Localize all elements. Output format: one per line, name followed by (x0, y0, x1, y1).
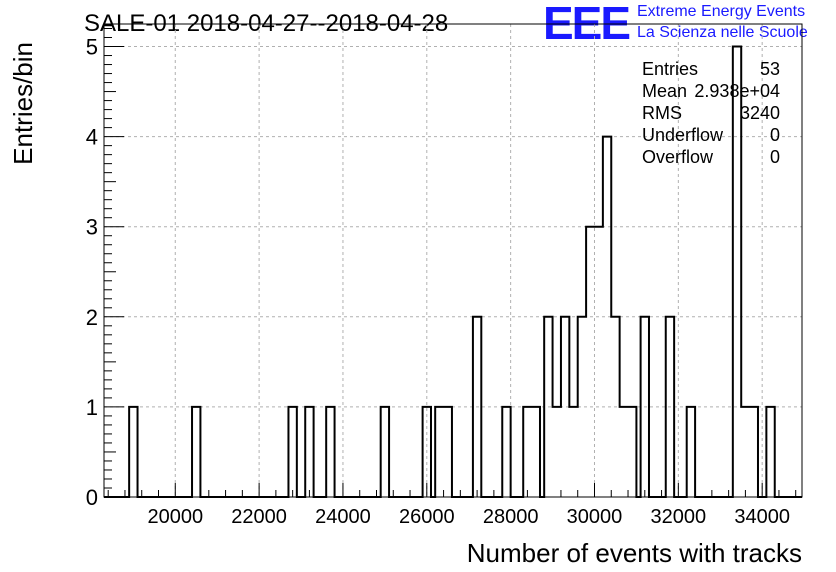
axes (103, 23, 803, 498)
histogram-bin (750, 407, 758, 497)
x-axis-label: Number of events with tracks (467, 538, 802, 568)
grid (104, 24, 802, 497)
stats-overflow: Overflow 0 (642, 147, 780, 169)
y-tick-label: 4 (86, 125, 98, 150)
stats-rms: RMS 3240 (642, 103, 780, 125)
histogram-bin (129, 407, 137, 497)
histogram-bin (326, 407, 334, 497)
stats-entries-label: Entries (642, 59, 699, 79)
histogram-bin (687, 407, 695, 497)
histogram-bin (569, 407, 577, 497)
eee-logo-mark: EEE (543, 0, 631, 49)
x-tick-label: 24000 (315, 506, 371, 528)
stats-overflow-value: 0 (769, 147, 780, 167)
stats-overflow-label: Overflow (642, 147, 714, 167)
histogram-bin (435, 407, 443, 497)
stats-underflow: Underflow 0 (642, 125, 780, 147)
y-tick-label: 0 (86, 485, 98, 510)
histogram-bin (594, 227, 602, 497)
x-tick-label: 26000 (399, 506, 455, 528)
histogram-bin (305, 407, 313, 497)
x-tick-label: 30000 (567, 506, 623, 528)
tick-labels: 20000 22000 24000 26000 28000 30000 32000 34000… (86, 35, 790, 528)
histogram-bin (553, 407, 561, 497)
histogram-bin (766, 407, 774, 497)
x-tick-label: 20000 (147, 506, 203, 528)
histogram-bin (381, 407, 389, 497)
x-tick-label: 22000 (231, 506, 287, 528)
y-tick-label: 2 (86, 305, 98, 330)
stats-entries: Entries 53 (642, 59, 780, 81)
histogram-bin (444, 407, 452, 497)
histogram-bin (620, 407, 628, 497)
stats-entries-value: 53 (759, 59, 780, 79)
y-axis-label: Entries/bin (8, 42, 38, 165)
x-tick-label: 28000 (483, 506, 539, 528)
y-tick-label: 1 (86, 395, 98, 420)
stats-rms-value: 3240 (739, 103, 780, 123)
x-tick-label: 34000 (734, 506, 790, 528)
y-tick-label: 5 (86, 35, 98, 60)
logo-text-line1: Extreme Energy Events (637, 3, 806, 20)
stats-mean-value: 2.938e+04 (694, 81, 780, 101)
histogram-bin (192, 407, 200, 497)
stats-underflow-label: Underflow (642, 125, 724, 145)
plot-frame (103, 23, 803, 498)
histogram-bin (523, 407, 531, 497)
stats-box: Entries 53 Mean 2.938e+04 RMS 3240 Under… (642, 59, 780, 169)
histogram-bin (532, 407, 540, 497)
stats-mean: Mean 2.938e+04 (642, 81, 780, 103)
stats-rms-label: RMS (642, 103, 682, 123)
x-tick-label: 32000 (651, 506, 707, 528)
stats-underflow-value: 0 (769, 125, 780, 145)
histogram-bin (586, 227, 594, 497)
y-tick-label: 3 (86, 215, 98, 240)
histogram-bin (628, 407, 636, 497)
stats-mean-label: Mean (642, 81, 688, 101)
histogram-bin (288, 407, 296, 497)
histogram-bin (502, 407, 510, 497)
logo-text-line2: La Scienza nelle Scuole (637, 24, 808, 41)
histogram-bin (741, 407, 749, 497)
